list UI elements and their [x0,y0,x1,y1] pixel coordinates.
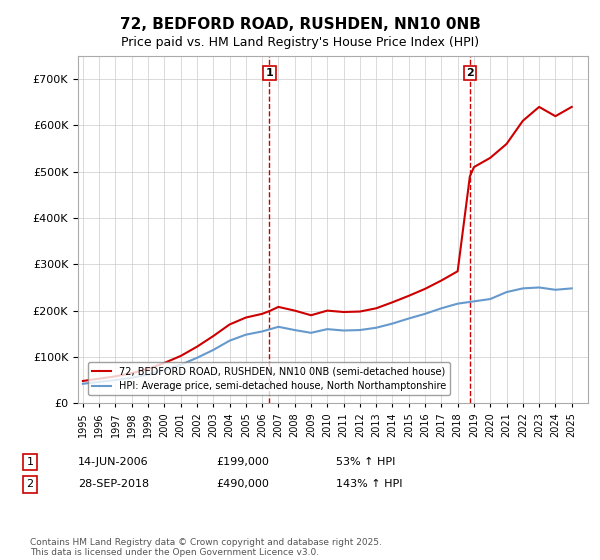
Text: Contains HM Land Registry data © Crown copyright and database right 2025.
This d: Contains HM Land Registry data © Crown c… [30,538,382,557]
Text: 72, BEDFORD ROAD, RUSHDEN, NN10 0NB: 72, BEDFORD ROAD, RUSHDEN, NN10 0NB [119,17,481,32]
Text: 2: 2 [466,68,474,78]
Legend: 72, BEDFORD ROAD, RUSHDEN, NN10 0NB (semi-detached house), HPI: Average price, s: 72, BEDFORD ROAD, RUSHDEN, NN10 0NB (sem… [88,362,450,395]
Text: 143% ↑ HPI: 143% ↑ HPI [336,479,403,489]
Text: 28-SEP-2018: 28-SEP-2018 [78,479,149,489]
Text: 53% ↑ HPI: 53% ↑ HPI [336,457,395,467]
Text: 14-JUN-2006: 14-JUN-2006 [78,457,149,467]
Text: Price paid vs. HM Land Registry's House Price Index (HPI): Price paid vs. HM Land Registry's House … [121,36,479,49]
Text: 1: 1 [26,457,34,467]
Text: 2: 2 [26,479,34,489]
Text: 1: 1 [266,68,274,78]
Text: £490,000: £490,000 [216,479,269,489]
Text: £199,000: £199,000 [216,457,269,467]
